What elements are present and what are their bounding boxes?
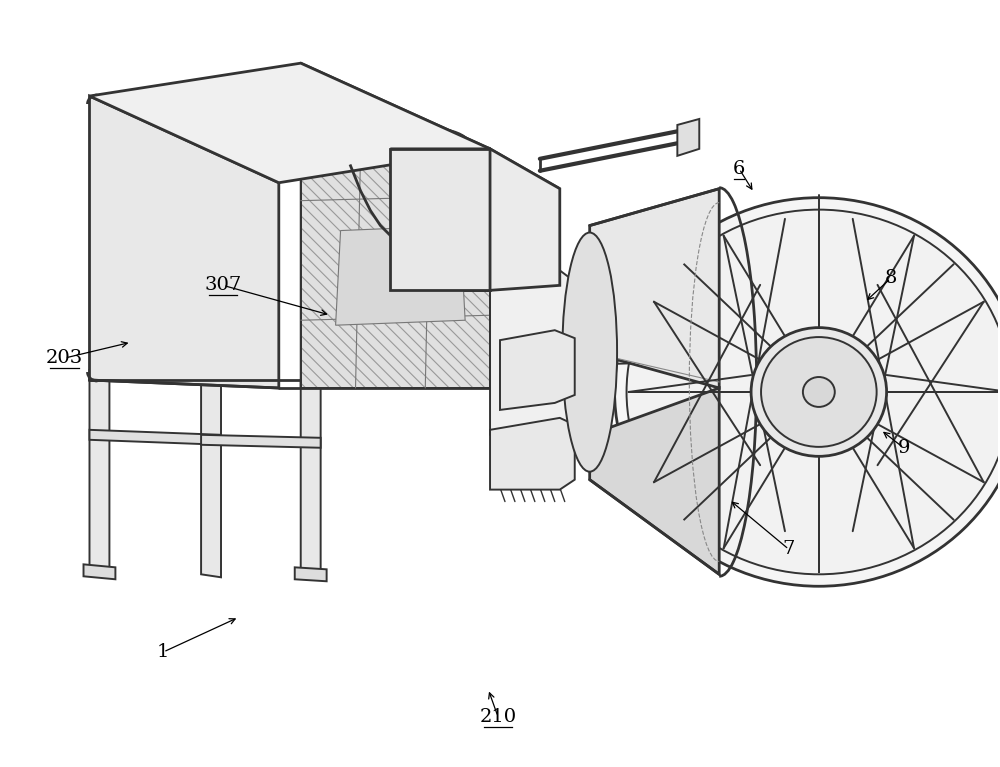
Polygon shape [89,96,279,388]
Polygon shape [301,149,490,388]
Polygon shape [490,255,560,271]
Text: 1: 1 [157,643,169,661]
Polygon shape [301,149,490,388]
Polygon shape [89,370,109,574]
Polygon shape [336,225,465,325]
Polygon shape [390,149,560,191]
Text: 210: 210 [479,708,517,726]
Text: 6: 6 [733,160,745,178]
Polygon shape [490,271,580,435]
Ellipse shape [751,328,887,456]
Ellipse shape [761,337,877,447]
Polygon shape [500,331,575,410]
Polygon shape [590,189,719,388]
Ellipse shape [562,232,617,472]
Text: 7: 7 [783,541,795,558]
Text: 9: 9 [897,439,910,457]
Ellipse shape [627,209,1000,574]
Polygon shape [89,430,221,445]
Polygon shape [201,375,221,578]
Ellipse shape [615,198,1000,586]
Text: 307: 307 [204,276,242,295]
Polygon shape [490,418,575,489]
Polygon shape [89,63,490,183]
Polygon shape [677,119,699,156]
Polygon shape [590,388,719,574]
Polygon shape [490,149,560,291]
Ellipse shape [803,377,835,407]
Text: 203: 203 [46,349,83,367]
Polygon shape [301,380,321,578]
Polygon shape [84,565,115,579]
Polygon shape [201,435,321,448]
Text: 8: 8 [884,269,897,288]
Polygon shape [390,149,490,291]
Polygon shape [295,568,327,581]
